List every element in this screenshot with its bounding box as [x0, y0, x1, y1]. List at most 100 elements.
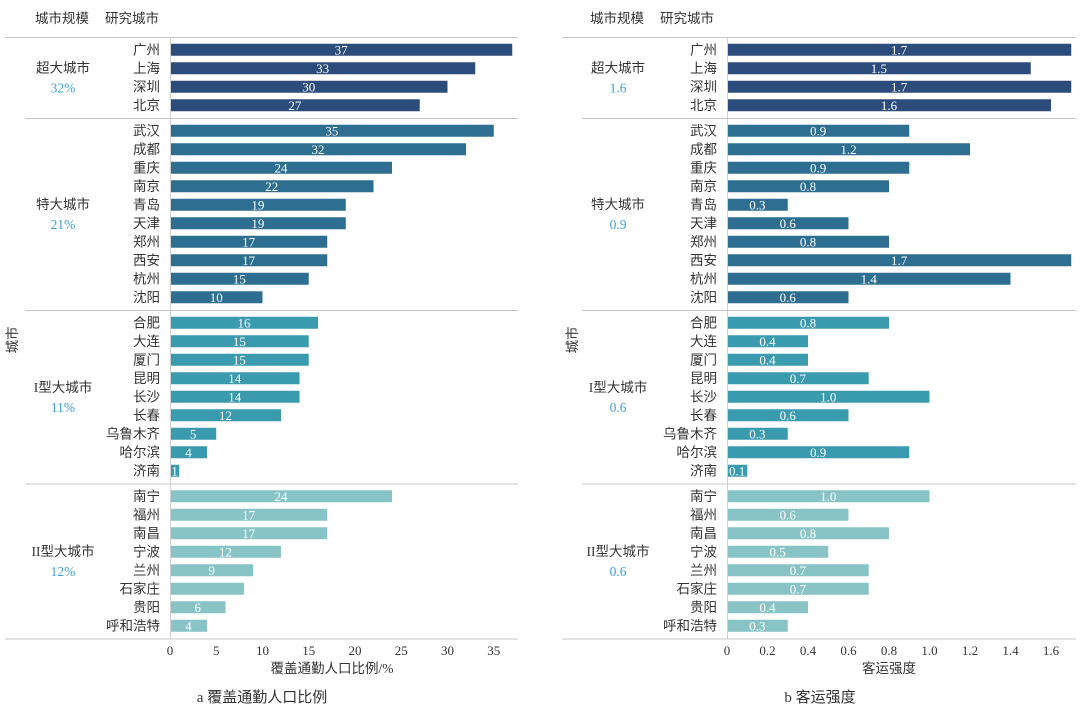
bar-value-label-b-9: 0.6 — [780, 216, 797, 231]
header-group-column: 城市规模 — [590, 10, 644, 26]
bar-value-label-b-0: 1.7 — [891, 42, 908, 57]
bar-a-16 — [170, 353, 309, 366]
x-tick-label-b-1: 0.2 — [759, 643, 775, 658]
bar-value-label-b-1: 1.5 — [871, 61, 887, 76]
bar-value-label-a-1: 33 — [316, 61, 329, 76]
bar-value-label-a-6: 24 — [275, 160, 289, 175]
city-label-b-30: 呼和浩特 — [663, 618, 717, 633]
bar-a-17 — [170, 372, 300, 385]
bar-a-6 — [170, 161, 392, 174]
bar-a-14 — [170, 316, 318, 329]
bar-value-label-b-12: 1.4 — [861, 271, 878, 286]
bar-value-label-b-10: 0.8 — [800, 234, 816, 249]
bar-a-18 — [170, 390, 300, 403]
bar-b-24 — [727, 508, 849, 521]
bar-a-24 — [170, 508, 328, 521]
x-tick-label-b-8: 1.6 — [1043, 643, 1060, 658]
city-label-a-8: 青岛 — [133, 197, 160, 212]
city-label-b-20: 乌鲁木齐 — [663, 426, 717, 441]
bar-value-label-b-15: 0.4 — [759, 334, 776, 349]
city-label-b-16: 厦门 — [690, 352, 717, 367]
x-tick-label-b-4: 0.8 — [881, 643, 897, 658]
bar-value-label-a-11: 17 — [242, 253, 256, 268]
city-label-a-14: 合肥 — [133, 315, 160, 330]
group-name: 特大城市 — [591, 196, 645, 212]
bar-a-20 — [170, 427, 217, 440]
bar-a-7 — [170, 180, 374, 193]
bar-value-label-a-2: 30 — [302, 79, 315, 94]
group-name: 特大城市 — [36, 196, 90, 212]
group-name: II型大城市 — [32, 543, 95, 559]
bar-a-26 — [170, 545, 281, 558]
bar-b-8 — [727, 198, 788, 211]
bar-value-label-a-26: 12 — [219, 544, 232, 559]
city-label-b-18: 长沙 — [690, 389, 717, 404]
bar-b-25 — [727, 527, 889, 540]
city-label-a-6: 重庆 — [133, 160, 160, 175]
bar-b-30 — [727, 619, 788, 632]
bar-b-1 — [727, 62, 1031, 75]
bar-b-7 — [727, 180, 889, 193]
city-label-b-23: 南宁 — [690, 488, 717, 504]
bar-value-label-b-5: 1.2 — [840, 142, 856, 157]
city-label-a-17: 昆明 — [133, 371, 160, 386]
bar-value-label-a-12: 15 — [233, 271, 246, 286]
city-label-b-8: 青岛 — [690, 197, 717, 212]
bar-value-label-a-0: 37 — [335, 42, 349, 57]
bar-value-label-a-14: 16 — [238, 315, 252, 330]
city-label-b-1: 上海 — [690, 61, 717, 76]
bar-value-label-a-29: 6 — [195, 600, 202, 615]
city-label-a-19: 长春 — [133, 408, 160, 423]
bar-b-27 — [727, 564, 869, 577]
chart-caption: b 客运强度 — [784, 689, 855, 706]
group-name: I型大城市 — [34, 379, 93, 395]
city-label-a-26: 宁波 — [133, 543, 160, 559]
bar-b-3 — [727, 99, 1051, 112]
bar-b-20 — [727, 427, 788, 440]
group-summary: 0.9 — [610, 217, 627, 232]
city-label-b-25: 南昌 — [690, 526, 717, 541]
city-label-a-0: 广州 — [133, 42, 160, 57]
city-label-b-10: 郑州 — [690, 234, 717, 249]
bar-b-22 — [727, 464, 748, 477]
bar-b-0 — [727, 43, 1072, 56]
bar-value-label-b-29: 0.4 — [759, 600, 776, 615]
x-tick-label-b-5: 1.0 — [921, 643, 937, 658]
bar-value-label-a-20: 5 — [190, 426, 197, 441]
bar-a-13 — [170, 291, 263, 304]
city-label-b-12: 杭州 — [690, 271, 717, 286]
bar-b-4 — [727, 124, 910, 137]
bar-value-label-a-8: 19 — [251, 197, 264, 212]
x-tick-label-a-7: 35 — [487, 643, 500, 658]
bar-a-21 — [170, 446, 207, 459]
x-tick-label-b-2: 0.4 — [800, 643, 817, 658]
bar-value-label-b-14: 0.8 — [800, 315, 816, 330]
city-label-b-27: 兰州 — [690, 563, 717, 578]
city-label-b-21: 哈尔滨 — [677, 445, 718, 460]
bar-a-2 — [170, 80, 448, 93]
y-axis-label: 城市 — [4, 327, 20, 354]
x-tick-label-b-3: 0.6 — [840, 643, 857, 658]
city-label-b-26: 宁波 — [690, 543, 718, 559]
header-group-column: 城市规模 — [35, 10, 89, 26]
bar-value-label-b-25: 0.8 — [800, 526, 816, 541]
chart-caption: a 覆盖通勤人口比例 — [197, 689, 327, 706]
city-label-b-22: 济南 — [690, 463, 717, 478]
group-name: II型大城市 — [587, 543, 650, 559]
bar-value-label-b-22: 0.1 — [729, 463, 745, 478]
bar-a-3 — [170, 99, 420, 112]
x-axis-title: 覆盖通勤人口比例/% — [271, 661, 394, 676]
city-label-a-13: 沈阳 — [133, 290, 160, 305]
bar-value-label-a-10: 17 — [242, 234, 256, 249]
x-tick-label-b-6: 1.2 — [962, 643, 978, 658]
city-label-a-25: 南昌 — [133, 526, 160, 541]
bar-value-label-b-3: 1.6 — [881, 98, 898, 113]
bar-value-label-a-18: 14 — [228, 389, 242, 404]
city-label-a-9: 天津 — [133, 216, 160, 231]
bar-value-label-b-17: 0.7 — [790, 371, 807, 386]
city-label-b-13: 沈阳 — [690, 290, 717, 305]
bar-a-19 — [170, 409, 281, 422]
group-name: I型大城市 — [589, 379, 648, 395]
city-label-a-22: 济南 — [133, 463, 160, 478]
bar-value-label-b-27: 0.7 — [790, 563, 807, 578]
